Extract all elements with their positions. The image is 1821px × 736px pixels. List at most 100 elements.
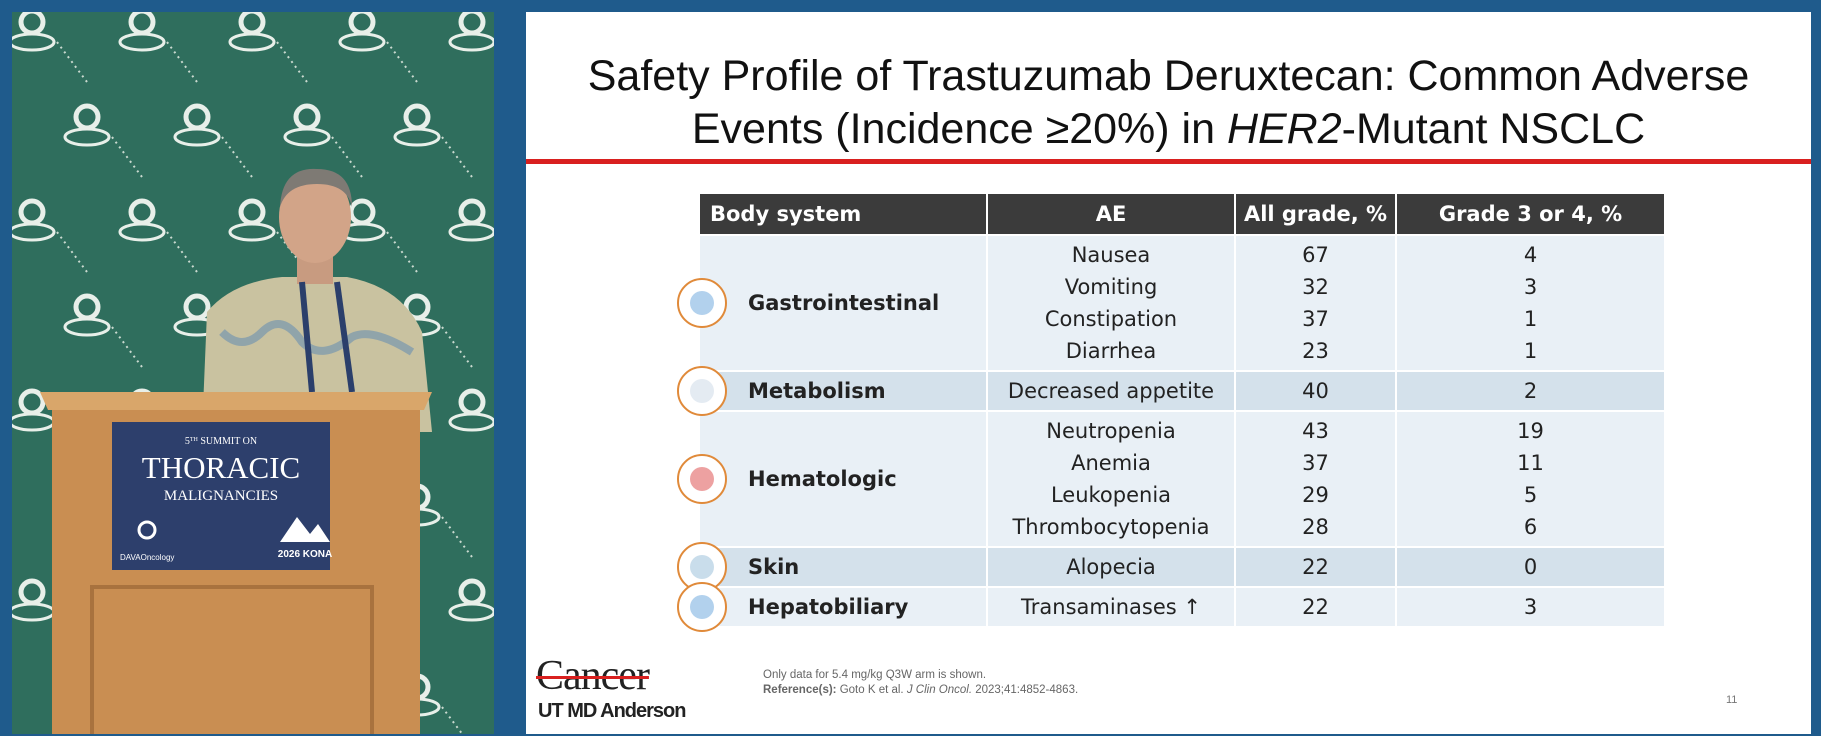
logo-cancer: Cancer (536, 653, 650, 699)
ae-cell: Transaminases ↑ (988, 588, 1234, 626)
backdrop-dots (166, 41, 198, 83)
all-grade: 40 (1302, 379, 1329, 403)
body-system-icon (677, 542, 727, 592)
backdrop-logo (403, 103, 431, 131)
title-gene: HER2 (1226, 105, 1342, 153)
backdrop-logo (458, 578, 486, 606)
backdrop-logo (348, 198, 376, 226)
backdrop-dots (441, 136, 473, 178)
ae: Vomiting (1064, 275, 1158, 299)
header-cell: AE (988, 194, 1234, 234)
podium-brand: DAVAOncology (120, 553, 174, 562)
podium-top (40, 392, 432, 410)
all-grade-cell: 22 (1236, 548, 1395, 586)
icon-glyph (690, 555, 714, 579)
backdrop-dots (331, 136, 363, 178)
logo-mdanderson: UT MD Anderson (538, 700, 686, 722)
grade-3-4: 5 (1523, 483, 1538, 507)
podium-event: 2026 KONA (278, 549, 332, 560)
grade-3-4: 1 (1523, 307, 1538, 331)
all-grade: 43 (1302, 419, 1329, 443)
podium-line2: THORACIC (142, 450, 300, 485)
body-system-icon (677, 278, 727, 328)
body-system-cell: Gastrointestinal (700, 236, 986, 370)
icon-glyph (690, 379, 714, 403)
backdrop-logo (73, 103, 101, 131)
grade-3-4-cell: 4 3 1 1 (1397, 236, 1664, 370)
all-grade: 67 (1302, 243, 1329, 267)
title-text: -Mutant NSCLC (1341, 105, 1646, 153)
header-row: Body system AE All grade, % Grade 3 or 4… (700, 194, 1664, 234)
all-grade: 28 (1302, 515, 1329, 539)
all-grade: 22 (1302, 595, 1329, 619)
podium-text: 5 (185, 436, 190, 447)
slide-title: Safety Profile of Trastuzumab Deruxtecan… (546, 50, 1791, 156)
body-system-icon (677, 454, 727, 504)
grade-3-4: 19 (1517, 419, 1544, 443)
grade-3-4: 3 (1523, 595, 1538, 619)
backdrop-logo (293, 103, 321, 131)
all-grade: 29 (1302, 483, 1329, 507)
icon-glyph (690, 595, 714, 619)
podium-mountain (280, 517, 330, 542)
grade-3-4: 2 (1523, 379, 1538, 403)
body-system-icon (677, 366, 727, 416)
grade-3-4: 11 (1517, 451, 1544, 475)
backdrop-logo (403, 293, 431, 321)
ae-table: Body system AE All grade, % Grade 3 or 4… (698, 192, 1666, 628)
backdrop-dots (56, 41, 88, 83)
icon-shape (690, 555, 714, 579)
ae: Diarrhea (1065, 339, 1157, 363)
backdrop-logo (348, 12, 376, 36)
title-text: Safety Profile of Trastuzumab Deruxtecan… (587, 52, 1750, 153)
reference-label: Reference(s): (763, 684, 837, 696)
all-grade: 32 (1302, 275, 1329, 299)
all-grade: 23 (1302, 339, 1329, 363)
body-system-icon (677, 582, 727, 632)
backdrop-dots (56, 231, 88, 273)
lanyard (334, 281, 355, 393)
reference-citation: 2023;41:4852-4863. (972, 684, 1079, 696)
grade-3-4-cell: 19 11 5 6 (1397, 412, 1664, 546)
backdrop-logo (18, 578, 46, 606)
backdrop-logo (128, 198, 156, 226)
backdrop-logo (73, 293, 101, 321)
grade-3-4-cell: 3 (1397, 588, 1664, 626)
header-cell: Body system (700, 194, 986, 234)
table-row: Skin Alopecia 22 0 (700, 548, 1664, 586)
lanyard (299, 281, 315, 393)
ae: Neutropenia (1046, 419, 1176, 443)
header-cell: All grade, % (1236, 194, 1395, 234)
ae: Constipation (1044, 307, 1178, 331)
ae: Nausea (1071, 243, 1151, 267)
backdrop-dots (111, 136, 143, 178)
speaker-hair (280, 168, 352, 207)
backdrop-logo (238, 198, 266, 226)
all-grade-cell: 40 (1236, 372, 1395, 410)
ae-cell: Alopecia (988, 548, 1234, 586)
backdrop-dots (441, 706, 464, 734)
podium-text: SUMMIT ON (198, 436, 257, 447)
all-grade-cell: 22 (1236, 588, 1395, 626)
ae-cell: Neutropenia Anemia Leukopenia Thrombocytope… (988, 412, 1234, 546)
speaker-head (279, 171, 351, 263)
table-row: Hematologic Neutropenia Anemia Leukopenia Th… (700, 412, 1664, 546)
table-row: Metabolism Decreased appetite 40 2 (700, 372, 1664, 410)
slide: Safety Profile of Trastuzumab Deruxtecan… (526, 12, 1811, 734)
grade-3-4: 1 (1523, 339, 1538, 363)
podium-line3: MALIGNANCIES (164, 488, 278, 504)
grade-3-4: 3 (1523, 275, 1538, 299)
table-row: Gastrointestinal Nausea Vomiting Constipati… (700, 236, 1664, 370)
ae: Thrombocytopenia (1012, 515, 1210, 539)
all-grade-cell: 43 37 29 28 (1236, 412, 1395, 546)
all-grade: 37 (1302, 307, 1329, 331)
ae-cell: Nausea Vomiting Constipation Diarrhea (988, 236, 1234, 370)
ae: Transaminases ↑ (1021, 595, 1201, 619)
backdrop-logo (128, 12, 156, 36)
podium-text: TH (190, 437, 199, 443)
footnote: Only data for 5.4 mg/kg Q3W arm is shown… (763, 669, 987, 681)
podium-sign (112, 422, 330, 570)
grade-3-4-cell: 2 (1397, 372, 1664, 410)
